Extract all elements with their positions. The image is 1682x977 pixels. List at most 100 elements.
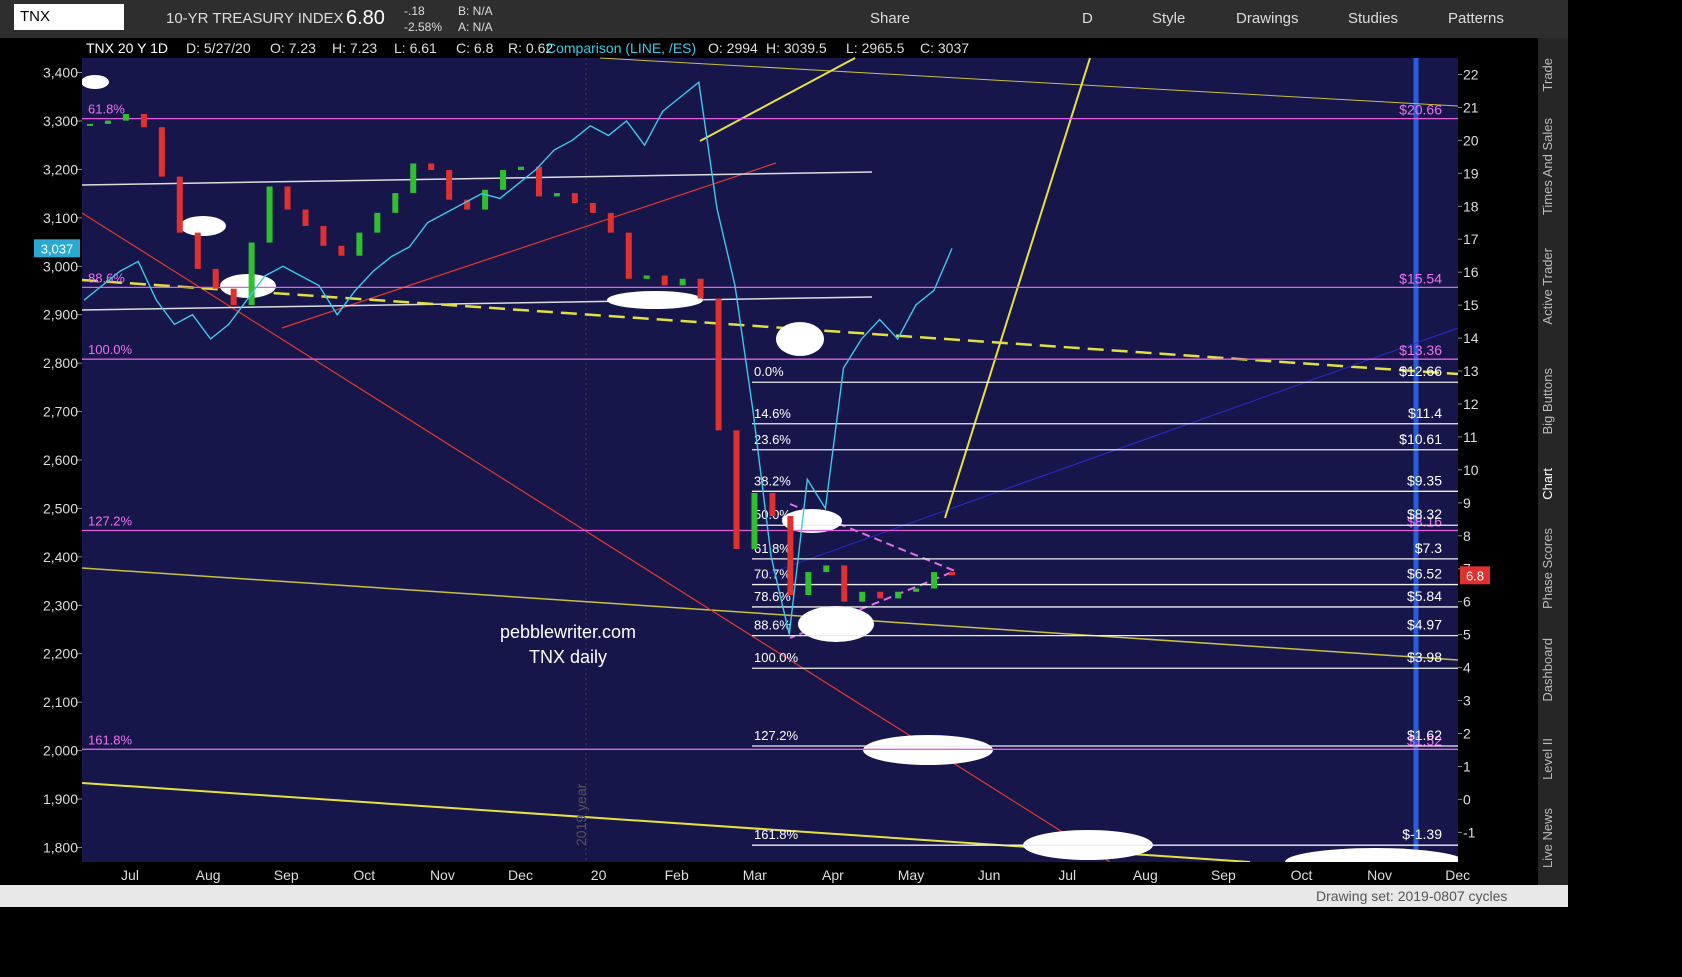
symbol-box[interactable]: TNX — [14, 4, 124, 30]
tnx-bar — [320, 226, 327, 246]
tnx-bar — [158, 127, 165, 177]
tnx-bar — [122, 114, 129, 121]
tnx-bar — [464, 199, 471, 210]
tnx-bar — [338, 245, 345, 256]
patterns[interactable]: Patterns — [1448, 10, 1504, 27]
fib-price: $5.84 — [1407, 588, 1442, 604]
fib-price: $-1.39 — [1402, 826, 1442, 842]
tnx-bar — [841, 565, 848, 602]
close: C: 6.8 — [456, 40, 494, 56]
sidebar-tab[interactable]: Active Trader — [1540, 248, 1555, 325]
drawings[interactable]: Drawings — [1236, 10, 1299, 27]
x-label: Jun — [978, 867, 1001, 883]
fib-pct: 100.0% — [88, 342, 133, 357]
left-axis-bg — [0, 58, 82, 862]
fib-price: $1.62 — [1407, 727, 1442, 743]
annotation: TNX daily — [529, 647, 607, 667]
right-tick-label: 9 — [1463, 495, 1471, 511]
tnx-bar — [302, 209, 309, 227]
share[interactable]: Share — [870, 10, 911, 27]
left-badge — [34, 239, 80, 258]
tnx-bar — [697, 278, 704, 299]
trendline — [81, 567, 1459, 661]
x-label: Sep — [274, 867, 299, 883]
left-tick-label: 2,200 — [43, 646, 78, 662]
toolbar: TNX 10-YR TREASURY INDEX 6.80 -.18 -2.58… — [0, 0, 1568, 38]
tnx-bar — [87, 123, 93, 126]
ask: A: N/A — [458, 20, 493, 34]
sidebar-tab[interactable]: Trade — [1540, 58, 1555, 92]
left-tick-label: 3,200 — [43, 161, 78, 177]
right-tick-label: 20 — [1463, 132, 1479, 148]
left-tick-label: 2,500 — [43, 500, 78, 516]
tnx-bar — [643, 275, 650, 279]
chart: 3,400 3,300 3,200 3,100 3,000 2,900 2,800 2,700… — [0, 38, 1538, 885]
left-tick-label: 2,100 — [43, 694, 78, 710]
left-badge-label: 3,037 — [41, 241, 74, 256]
fib-pct: 70.7% — [754, 567, 791, 582]
tnx-bar — [895, 591, 902, 599]
right-tick-label: 14 — [1463, 330, 1479, 346]
tnx-bar — [913, 588, 920, 592]
last: 6.80 — [346, 7, 385, 29]
sidebar-tab[interactable]: Live News — [1540, 808, 1555, 868]
fib-price: $3.98 — [1407, 649, 1442, 665]
right-tick-label: 17 — [1463, 231, 1479, 247]
left-tick-label: 2,600 — [43, 452, 78, 468]
x-label: Aug — [1133, 867, 1158, 883]
description: 10-YR TREASURY INDEX — [166, 10, 344, 27]
style[interactable]: Style — [1152, 10, 1186, 27]
tnx-bar — [625, 232, 632, 279]
tnx-bar — [571, 193, 578, 203]
tnx-bar — [392, 193, 399, 213]
fib-pct: 88.6% — [88, 270, 125, 285]
tnx-bar — [787, 516, 794, 596]
x-label: Nov — [430, 867, 455, 883]
left-tick-label: 3,300 — [43, 113, 78, 129]
sidebar-tab[interactable]: Phase Scores — [1540, 528, 1555, 609]
period[interactable]: D — [1082, 10, 1093, 27]
sidebar-tab[interactable]: Big Buttons — [1540, 368, 1555, 435]
x-label: 20 — [591, 867, 607, 883]
x-label: Oct — [353, 867, 375, 883]
fib-pct: 14.6% — [754, 406, 791, 421]
fib-price: $11.4 — [1408, 405, 1442, 421]
x-label: Sep — [1211, 867, 1236, 883]
x-label: Mar — [743, 867, 767, 883]
tnx-bar — [482, 189, 489, 210]
sidebar-tab[interactable]: Level II — [1540, 738, 1555, 780]
tnx-bar — [284, 186, 291, 210]
drawing-set: Drawing set: 2019-0807 cycles — [1316, 888, 1508, 904]
fib-pct: 61.8% — [754, 541, 791, 556]
tnx-bar — [679, 278, 686, 286]
fib-price: $8.32 — [1407, 506, 1442, 522]
change: -.18 — [404, 4, 425, 18]
x-label: Feb — [665, 867, 689, 883]
tnx-bar — [751, 492, 758, 549]
left-tick-label: 3,000 — [43, 258, 78, 274]
left-tick-label: 2,900 — [43, 307, 78, 323]
cmp-open: O: 2994 — [708, 40, 758, 56]
left-tick-label: 2,300 — [43, 597, 78, 613]
right-tick-label: 1 — [1463, 758, 1471, 774]
sidebar: Trade Times And Sales Active Trader Big But… — [1538, 38, 1568, 885]
sidebar-tab[interactable]: Dashboard — [1540, 638, 1555, 702]
high: H: 7.23 — [332, 40, 378, 56]
tnx-bar — [769, 492, 776, 517]
sidebar-tab[interactable]: Times And Sales — [1540, 118, 1555, 216]
range: R: 0.62 — [508, 40, 554, 56]
x-label: Oct — [1291, 867, 1313, 883]
right-tick-label: -1 — [1463, 824, 1476, 840]
comparison-line — [83, 80, 953, 635]
right-tick-label: 6 — [1463, 594, 1471, 610]
tnx-bar — [194, 232, 201, 269]
triangle — [789, 503, 958, 639]
right-tick-label: 0 — [1463, 791, 1471, 807]
fib-pct: 161.8% — [88, 732, 133, 747]
tnx-bar — [356, 232, 363, 256]
sidebar-tab[interactable]: Chart — [1540, 468, 1555, 500]
tnx-bar — [589, 202, 596, 213]
studies[interactable]: Studies — [1348, 10, 1399, 27]
left-tick-label: 3,100 — [43, 210, 78, 226]
